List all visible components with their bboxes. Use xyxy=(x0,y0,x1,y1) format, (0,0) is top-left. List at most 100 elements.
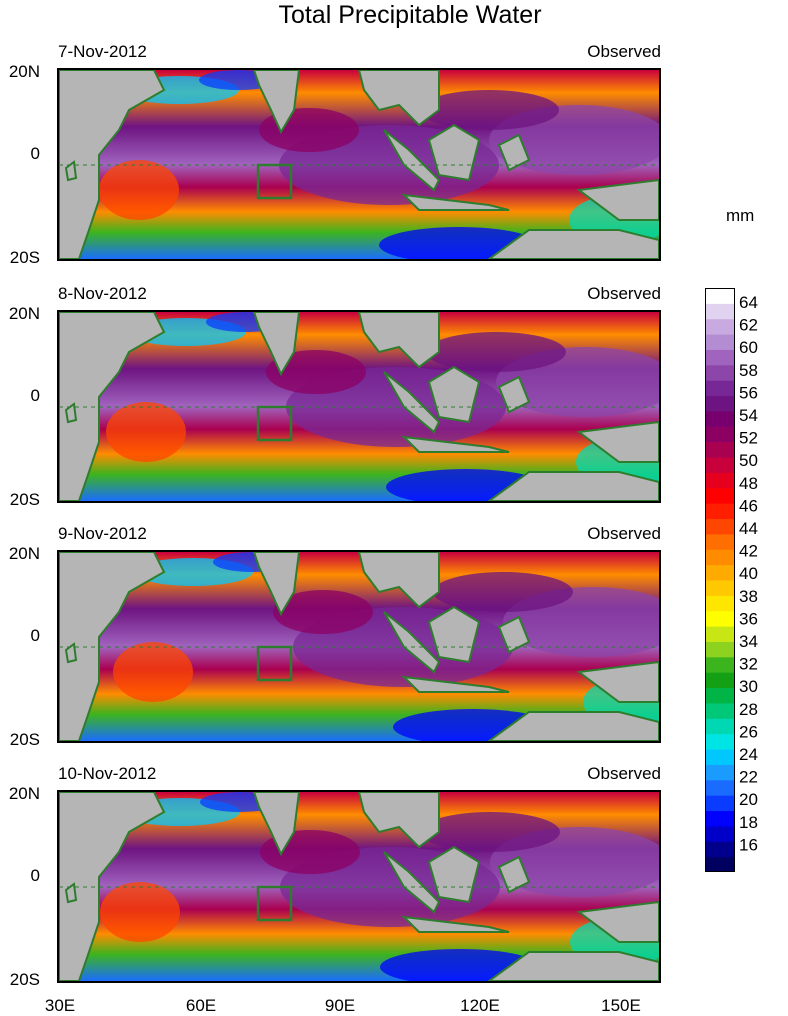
lon-label: 30E xyxy=(44,996,76,1015)
colorbar-label: 32 xyxy=(739,655,758,674)
lat-label: 20S xyxy=(9,970,40,989)
lat-label: 20N xyxy=(8,304,40,323)
colorbar-label: 50 xyxy=(739,451,758,470)
colorbar-label: 60 xyxy=(739,338,758,357)
colorbar-label: 64 xyxy=(739,293,758,312)
tpw-map xyxy=(57,310,661,503)
colorbar-swatch xyxy=(705,364,735,381)
colorbar-swatch xyxy=(705,733,735,750)
colorbar-label: 44 xyxy=(739,519,758,538)
panel-label: Observed xyxy=(587,524,661,543)
lon-label: 60E xyxy=(185,996,217,1015)
lat-label: 0 xyxy=(30,386,40,405)
colorbar-label: 30 xyxy=(739,677,758,696)
panel-label: Observed xyxy=(587,764,661,783)
colorbar-swatch xyxy=(705,580,735,596)
colorbar-swatch xyxy=(705,487,735,504)
colorbar-swatch xyxy=(705,518,735,535)
panel-label: Observed xyxy=(587,42,661,61)
colorbar-swatch xyxy=(705,795,735,812)
lat-label: 20N xyxy=(8,62,40,81)
tpw-map xyxy=(57,790,661,983)
panel-date: 7-Nov-2012 xyxy=(58,42,147,61)
colorbar-swatch xyxy=(705,549,735,566)
colorbar-units: mm xyxy=(726,206,755,225)
colorbar-label: 52 xyxy=(739,429,758,448)
colorbar-label: 40 xyxy=(739,564,758,583)
colorbar-swatch xyxy=(705,641,735,658)
colorbar-label: 58 xyxy=(739,361,758,380)
colorbar-swatch xyxy=(705,764,735,781)
map-panel: 8-Nov-2012 Observed 20N 0 20S xyxy=(0,284,700,524)
colorbar-swatch xyxy=(705,856,735,872)
colorbar-swatch xyxy=(705,334,735,350)
colorbar-swatch xyxy=(705,626,735,642)
colorbar-swatch xyxy=(705,426,735,443)
tpw-map xyxy=(57,68,661,261)
colorbar-swatch xyxy=(705,656,735,673)
colorbar-swatch xyxy=(705,441,735,458)
panel-date: 8-Nov-2012 xyxy=(58,284,147,303)
lat-label: 0 xyxy=(30,866,40,885)
colorbar-label: 54 xyxy=(739,406,758,425)
lat-label: 0 xyxy=(30,626,40,645)
colorbar-swatch xyxy=(705,610,735,627)
colorbar-swatch xyxy=(705,349,735,366)
colorbar-swatch xyxy=(705,672,735,689)
colorbar-swatch xyxy=(705,841,735,858)
colorbar-label: 34 xyxy=(739,632,758,651)
panel-label: Observed xyxy=(587,284,661,303)
colorbar-label: 28 xyxy=(739,700,758,719)
lat-label: 20N xyxy=(8,544,40,563)
colorbar-swatch xyxy=(705,318,735,335)
colorbar-swatch xyxy=(705,533,735,550)
lon-label: 90E xyxy=(324,996,356,1015)
chart-title: Total Precipitable Water xyxy=(278,1,542,29)
colorbar-swatch xyxy=(705,749,735,765)
lat-label: 20S xyxy=(9,490,40,509)
colorbar-label: 16 xyxy=(739,835,758,854)
panel-date: 10-Nov-2012 xyxy=(58,764,157,783)
colorbar-label: 42 xyxy=(739,542,758,561)
colorbar-label: 38 xyxy=(739,587,758,606)
colorbar-swatch xyxy=(705,564,735,581)
map-panel: 9-Nov-2012 Observed 20N 0 20S xyxy=(0,524,700,764)
lat-label: 20S xyxy=(9,248,40,267)
panel-date: 9-Nov-2012 xyxy=(58,524,147,543)
tpw-map xyxy=(57,550,661,743)
colorbar-swatch xyxy=(705,395,735,412)
colorbar-swatch xyxy=(705,288,735,304)
colorbar-label: 26 xyxy=(739,722,758,741)
colorbar-swatch xyxy=(705,810,735,827)
longitude-axis: 30E 60E 90E 120E 150E xyxy=(0,996,700,1016)
colorbar-label: 46 xyxy=(739,496,758,515)
colorbar-swatch xyxy=(705,718,735,735)
colorbar-label: 48 xyxy=(739,474,758,493)
lon-label: 150E xyxy=(601,996,641,1015)
colorbar-swatch xyxy=(705,702,735,719)
colorbar-swatch xyxy=(705,687,735,704)
lat-label: 20S xyxy=(9,730,40,749)
colorbar-swatch xyxy=(705,472,735,489)
colorbar-label: 36 xyxy=(739,609,758,628)
colorbar-label: 22 xyxy=(739,768,758,787)
lat-label: 0 xyxy=(30,144,40,163)
colorbar-label: 56 xyxy=(739,383,758,402)
map-panel: 7-Nov-2012 Observed 20N 0 20S xyxy=(0,42,700,282)
colorbar-label: 18 xyxy=(739,813,758,832)
lon-label: 120E xyxy=(460,996,500,1015)
colorbar-swatch xyxy=(705,410,735,427)
colorbar-label: 62 xyxy=(739,316,758,335)
colorbar-swatch xyxy=(705,825,735,842)
colorbar-swatch xyxy=(705,503,735,520)
colorbar: 64 62 60 58 56 54 52 50 48 46 44 42 40 38 36 34 32 30 28 26… xyxy=(705,288,758,872)
lat-label: 20N xyxy=(8,784,40,803)
colorbar-swatch xyxy=(705,595,735,612)
colorbar-swatch xyxy=(705,303,735,320)
colorbar-swatch xyxy=(705,380,735,397)
colorbar-swatch xyxy=(705,779,735,796)
colorbar-label: 20 xyxy=(739,790,758,809)
colorbar-label: 24 xyxy=(739,745,758,764)
colorbar-swatch xyxy=(705,457,735,473)
map-panel: 10-Nov-2012 Observed 20N 0 20S xyxy=(0,764,700,1004)
